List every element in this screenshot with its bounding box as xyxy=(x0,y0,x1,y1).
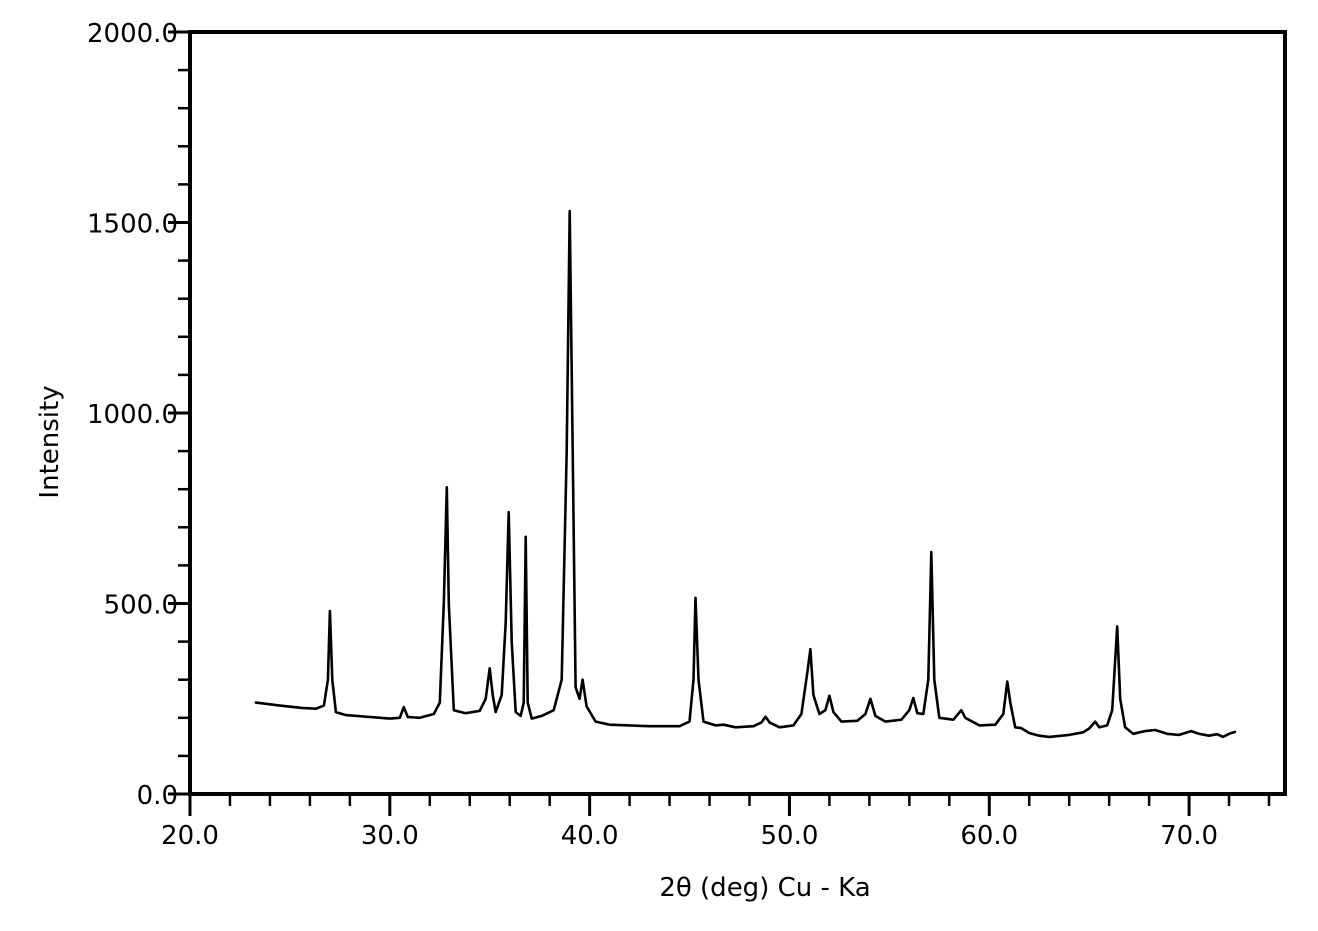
tick-labels: 20.0 30.0 40.0 50.0 60.0 70.0 0.0 500.0 1000.0 15… xyxy=(87,19,1218,851)
y-tick-label: 1000.0 xyxy=(87,400,178,430)
x-tick-label: 50.0 xyxy=(761,821,819,851)
x-tick-label: 30.0 xyxy=(361,821,419,851)
y-tick-label: 2000.0 xyxy=(87,19,178,49)
x-tick-label: 20.0 xyxy=(161,821,219,851)
x-axis-title: 2θ (deg) Cu - Ka xyxy=(659,873,870,903)
y-tick-label: 1500.0 xyxy=(87,210,178,240)
y-tick-label: 500.0 xyxy=(104,591,178,621)
x-tick-label: 70.0 xyxy=(1160,821,1218,851)
x-tick-label: 40.0 xyxy=(561,821,619,851)
y-tick-label: 0.0 xyxy=(137,781,178,811)
y-axis-title: Intensity xyxy=(35,385,65,498)
series-line xyxy=(254,209,1237,739)
plot-frame xyxy=(188,30,1287,796)
x-tick-label: 60.0 xyxy=(960,821,1018,851)
